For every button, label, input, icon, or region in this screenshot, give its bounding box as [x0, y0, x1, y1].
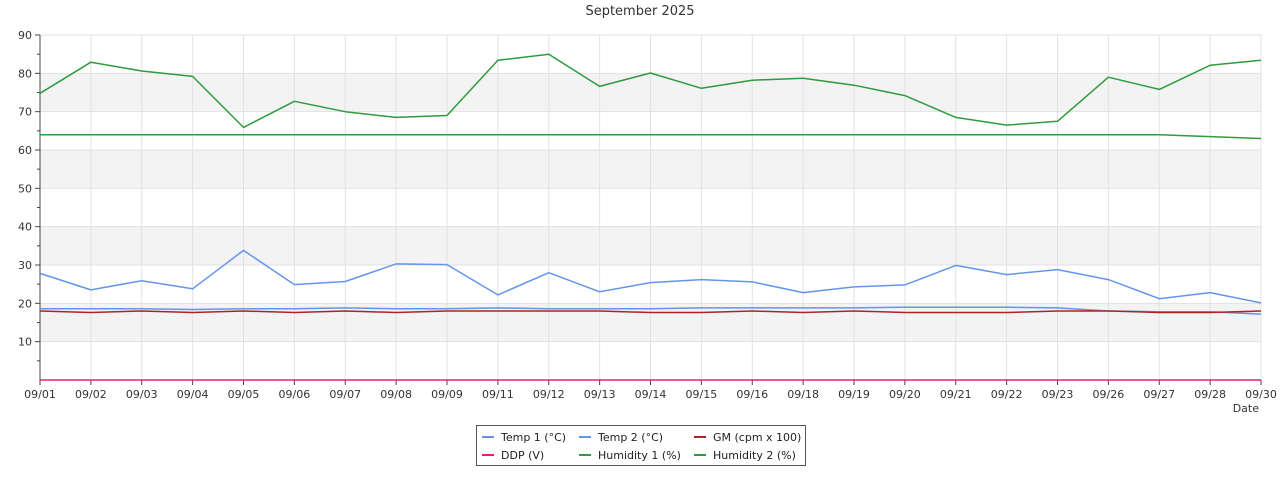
x-tick-label: 09/21 — [940, 388, 972, 401]
legend-label: Humidity 1 (%) — [598, 449, 681, 462]
x-tick-label: 09/30 — [1245, 388, 1277, 401]
series-lines — [39, 53, 1262, 381]
legend-label: Humidity 2 (%) — [713, 449, 796, 462]
legend-label: GM (cpm x 100) — [713, 431, 801, 444]
x-tick-label: 09/22 — [991, 388, 1023, 401]
chart-title: September 2025 — [585, 4, 694, 19]
x-tick-label: 09/27 — [1143, 388, 1175, 401]
x-axis-label: Date — [1233, 402, 1260, 415]
x-tick-label: 09/11 — [482, 388, 514, 401]
x-tick-label: 09/15 — [686, 388, 718, 401]
x-tick-label: 09/12 — [533, 388, 565, 401]
y-tick-label: 50 — [18, 182, 32, 195]
legend: Temp 1 (°C) Temp 2 (°C) GM (cpm x 100) DDP … — [476, 425, 806, 466]
series-line-humidity-1 — [39, 53, 1262, 129]
x-tick-label: 09/19 — [838, 388, 870, 401]
x-tick-label: 09/28 — [1194, 388, 1226, 401]
y-tick-label: 20 — [18, 297, 32, 310]
x-tick-label: 09/04 — [177, 388, 209, 401]
x-tick-label: 09/14 — [635, 388, 667, 401]
series-line-temp-1-c — [39, 249, 1262, 304]
legend-label: Temp 1 (°C) — [500, 431, 566, 444]
x-tick-label: 09/18 — [787, 388, 819, 401]
x-tick-label: 09/09 — [431, 388, 463, 401]
legend-label: Temp 2 (°C) — [597, 431, 663, 444]
y-axis-ticks: 10 20 30 40 50 60 70 80 90 — [18, 29, 40, 362]
x-tick-label: 09/06 — [279, 388, 311, 401]
y-tick-label: 80 — [18, 67, 32, 80]
y-tick-label: 60 — [18, 144, 32, 157]
legend-label: DDP (V) — [501, 449, 544, 462]
x-tick-label: 09/05 — [228, 388, 260, 401]
legend-box — [476, 425, 806, 466]
x-tick-label: 09/07 — [329, 388, 361, 401]
y-tick-label: 90 — [18, 29, 32, 42]
x-tick-label: 09/26 — [1093, 388, 1125, 401]
x-tick-label: 09/20 — [889, 388, 921, 401]
x-axis-ticks: 09/01 09/02 09/03 09/04 09/05 09/06 09/07 09/08… — [24, 380, 1277, 401]
series-line-gm-cpm-x-100 — [39, 310, 1262, 314]
x-tick-label: 09/16 — [736, 388, 768, 401]
x-tick-label: 09/13 — [584, 388, 616, 401]
y-tick-label: 30 — [18, 259, 32, 272]
y-tick-label: 40 — [18, 221, 32, 234]
x-tick-label: 09/02 — [75, 388, 107, 401]
y-tick-label: 10 — [18, 336, 32, 349]
series-line-temp-2-c — [40, 306, 1262, 315]
x-tick-label: 09/23 — [1042, 388, 1074, 401]
x-tick-label: 09/08 — [380, 388, 412, 401]
x-tick-label: 09/01 — [24, 388, 56, 401]
series-line-humidity-2 — [40, 133, 1262, 140]
y-tick-label: 70 — [18, 106, 32, 119]
x-tick-label: 09/03 — [126, 388, 158, 401]
